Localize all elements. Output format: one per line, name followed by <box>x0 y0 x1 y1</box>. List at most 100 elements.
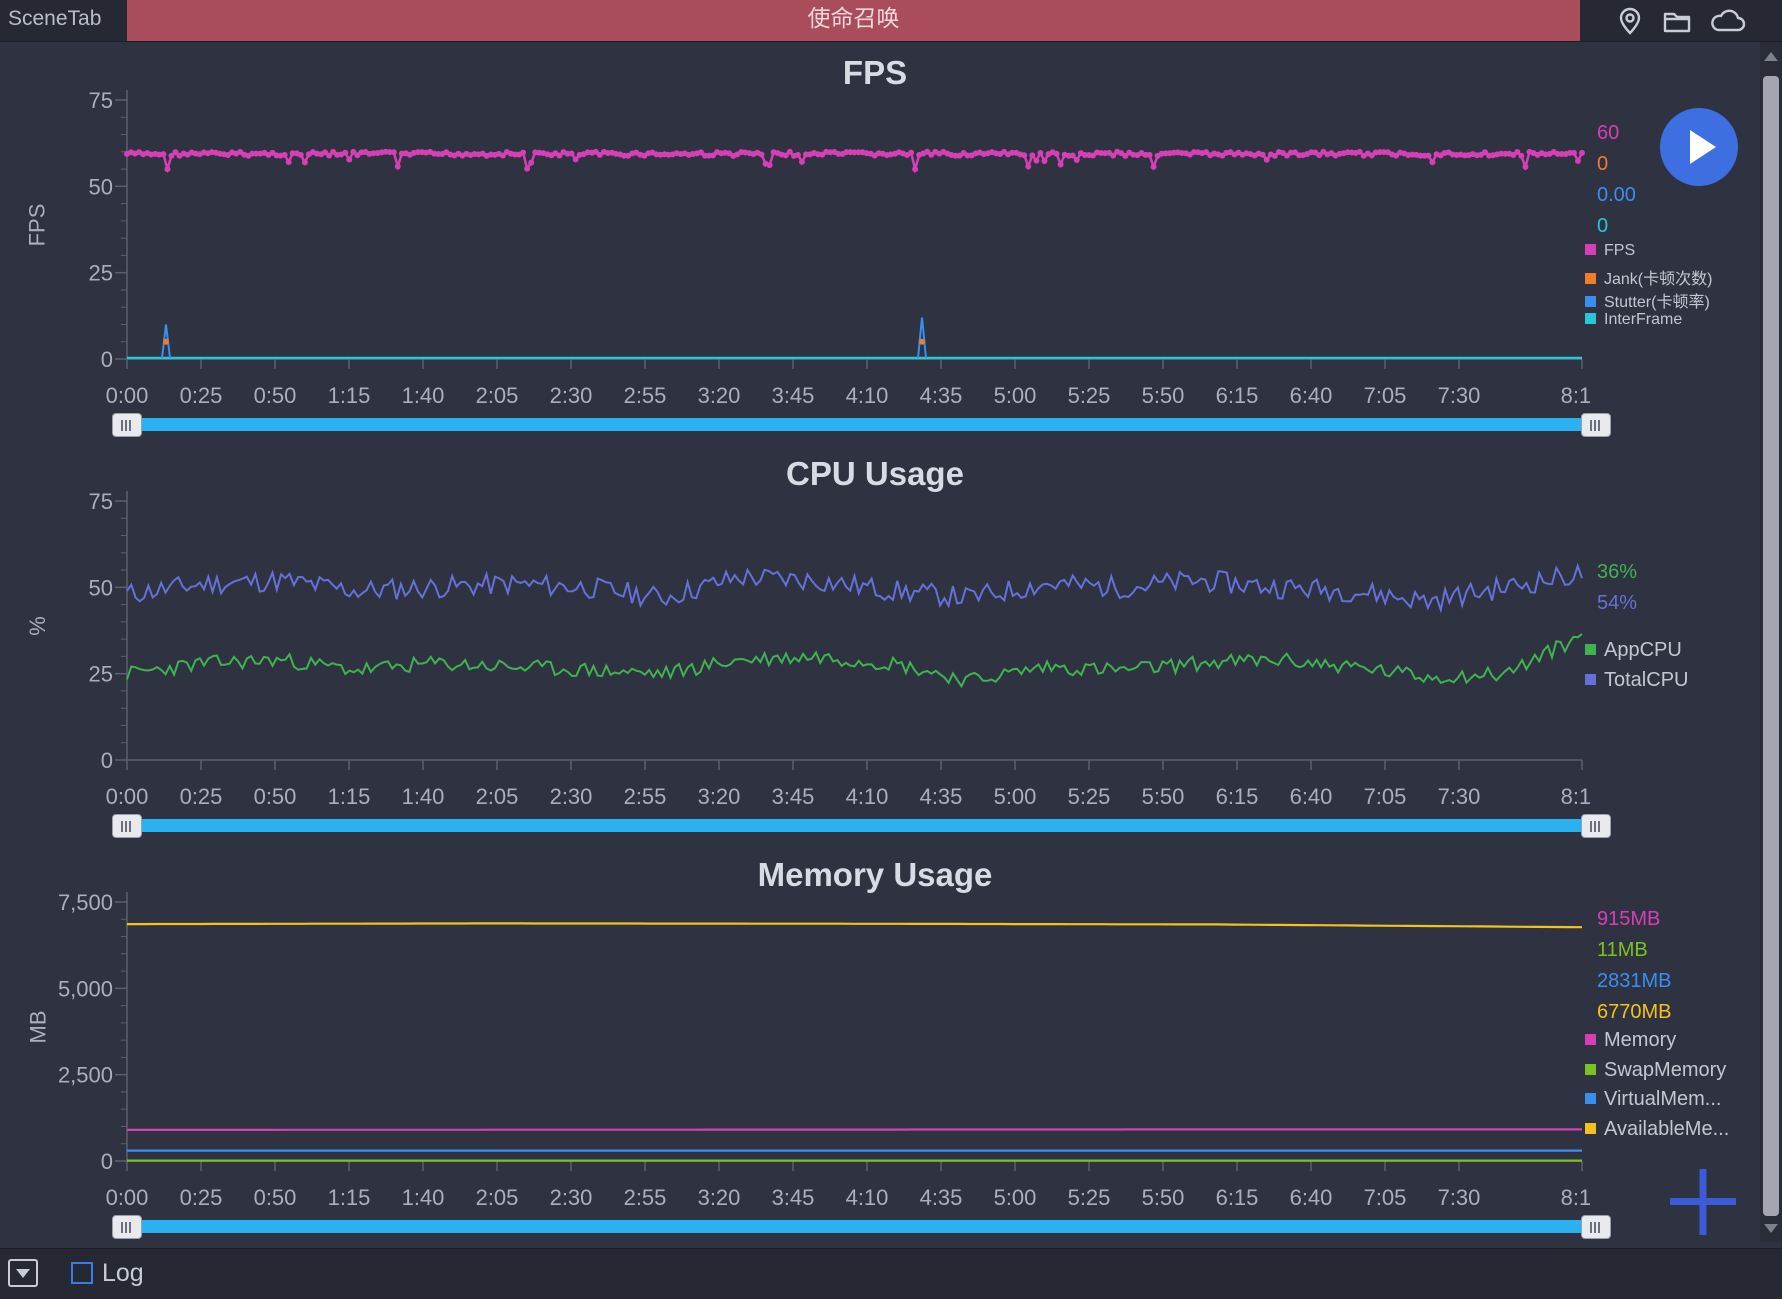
memory-plot: 7,500 5,000 2,500 0 0:00 0:25 0:50 1:15 1:40 2:05… <box>58 890 1590 1210</box>
y-tick-label: 50 <box>89 575 113 600</box>
legend-jank[interactable]: Jank(卡顿次数) <box>1585 265 1712 289</box>
x-tick-label: 7:05 <box>1364 784 1407 809</box>
y-tick-label: 5,000 <box>58 976 113 1001</box>
legend-swatch <box>1585 644 1596 656</box>
x-tick-label: 0:50 <box>254 784 297 809</box>
x-tick-label: 0:25 <box>180 383 223 408</box>
fps-plot: 75 50 25 0 0:00 0:25 0:50 1:15 1:40 2:05 2:30 2:55 3… <box>89 88 1590 408</box>
legend-totalcpu[interactable]: TotalCPU <box>1585 669 1688 692</box>
x-tick-label: 0:25 <box>180 1185 223 1210</box>
x-tick-label: 2:05 <box>476 383 519 408</box>
jank-point <box>163 338 169 345</box>
slider-end-handle[interactable] <box>1581 413 1611 437</box>
vertical-scrollbar[interactable] <box>1760 42 1782 1242</box>
stutter-current-value: 0.00 <box>1597 184 1636 206</box>
x-tick-label: 4:35 <box>920 383 963 408</box>
appcpu-line <box>126 633 1583 689</box>
x-tick-label: 7:30 <box>1438 784 1481 809</box>
legend-swatch <box>1585 1034 1596 1046</box>
bottom-bar: Log <box>0 1248 1782 1299</box>
x-tick-label: 7:30 <box>1438 1185 1481 1210</box>
x-tick-label: 2:55 <box>624 784 667 809</box>
y-tick-label: 0 <box>101 347 113 372</box>
jank-point <box>919 338 925 345</box>
x-tick-label: 6:40 <box>1290 784 1333 809</box>
slider-end-handle[interactable] <box>1581 814 1611 838</box>
legend-swatch <box>1585 244 1596 256</box>
x-tick-label: 6:15 <box>1216 383 1259 408</box>
fps-chart: FPS FPS 75 50 25 0 0:00 0:25 0:50 1:15 1:40 2:05 2… <box>0 42 1760 442</box>
x-tick-label: 2:30 <box>550 1185 593 1210</box>
y-tick-label: 2,500 <box>58 1063 113 1088</box>
legend-virtualmemory[interactable]: VirtualMem... <box>1585 1088 1721 1111</box>
fps-line <box>126 149 1584 174</box>
fps-range-slider[interactable] <box>112 413 1611 437</box>
add-icon[interactable] <box>1668 1167 1738 1237</box>
y-tick-label: 7,500 <box>58 890 113 915</box>
x-tick-label: 1:15 <box>328 784 371 809</box>
legend-stutter[interactable]: Stutter(卡顿率) <box>1585 288 1710 312</box>
legend-swapmemory[interactable]: SwapMemory <box>1585 1059 1726 1082</box>
legend-fps[interactable]: FPS <box>1585 242 1635 260</box>
cpu-chart-title: CPU Usage <box>786 455 964 492</box>
x-tick-label: 7:05 <box>1364 1185 1407 1210</box>
x-tick-label: 4:35 <box>920 1185 963 1210</box>
scroll-up-arrow-icon[interactable] <box>1764 52 1778 61</box>
scrollbar-thumb[interactable] <box>1763 76 1779 1216</box>
legend-memory[interactable]: Memory <box>1585 1029 1676 1052</box>
location-pin-icon[interactable] <box>1615 6 1645 36</box>
memory-current-value: 915MB <box>1597 908 1661 930</box>
y-tick-label: 0 <box>101 748 113 773</box>
scene-title-tab[interactable]: 使命召唤 <box>127 0 1580 41</box>
slider-range-bar[interactable] <box>128 418 1591 431</box>
slider-range-bar[interactable] <box>128 819 1591 832</box>
slider-start-handle[interactable] <box>112 1215 142 1239</box>
x-tick-label: 6:15 <box>1216 1185 1259 1210</box>
legend-availablememory[interactable]: AvailableMe... <box>1585 1118 1729 1141</box>
y-tick-label: 75 <box>89 489 113 514</box>
legend-interframe[interactable]: InterFrame <box>1585 311 1682 329</box>
stutter-spike <box>917 317 927 359</box>
slider-range-bar[interactable] <box>128 1220 1591 1233</box>
folder-icon[interactable] <box>1662 6 1692 36</box>
log-checkbox[interactable] <box>71 1262 93 1284</box>
cpu-range-slider[interactable] <box>112 814 1611 838</box>
dropdown-toggle-icon[interactable] <box>8 1259 38 1287</box>
availablememory-current-value: 6770MB <box>1597 1001 1672 1023</box>
scene-tab[interactable]: SceneTab <box>8 7 102 30</box>
y-tick-label: 25 <box>89 662 113 687</box>
x-tick-label: 5:00 <box>994 383 1037 408</box>
memory-chart-title: Memory Usage <box>757 856 993 893</box>
x-tick-label: 5:25 <box>1068 1185 1111 1210</box>
legend-swatch <box>1585 313 1596 325</box>
x-tick-label: 2:55 <box>624 1185 667 1210</box>
x-tick-label: 8:12 <box>1561 1185 1590 1210</box>
legend-swatch <box>1585 1064 1596 1076</box>
x-tick-label: 3:45 <box>772 784 815 809</box>
swapmemory-current-value: 11MB <box>1597 939 1648 961</box>
jank-current-value: 0 <box>1597 153 1609 175</box>
fps-chart-title: FPS <box>842 54 908 91</box>
x-tick-label: 1:40 <box>402 1185 445 1210</box>
x-tick-label: 4:10 <box>846 784 889 809</box>
x-tick-label: 4:10 <box>846 383 889 408</box>
x-tick-label: 5:25 <box>1068 784 1111 809</box>
toolbar-icons <box>1582 0 1782 41</box>
virtualmemory-current-value: 2831MB <box>1597 970 1672 992</box>
legend-swatch <box>1585 674 1596 686</box>
scroll-down-arrow-icon[interactable] <box>1764 1224 1778 1233</box>
x-tick-label: 8:12 <box>1561 784 1590 809</box>
cloud-icon[interactable] <box>1708 6 1748 36</box>
play-button[interactable] <box>1660 108 1738 186</box>
x-tick-label: 4:35 <box>920 784 963 809</box>
x-tick-label: 2:30 <box>550 784 593 809</box>
slider-start-handle[interactable] <box>112 413 142 437</box>
x-tick-label: 2:05 <box>476 1185 519 1210</box>
fps-current-value: 60 <box>1597 122 1620 144</box>
x-tick-label: 5:00 <box>994 784 1037 809</box>
legend-appcpu[interactable]: AppCPU <box>1585 639 1682 662</box>
memory-range-slider[interactable] <box>112 1215 1611 1239</box>
slider-end-handle[interactable] <box>1581 1215 1611 1239</box>
log-label: Log <box>102 1259 144 1287</box>
slider-start-handle[interactable] <box>112 814 142 838</box>
